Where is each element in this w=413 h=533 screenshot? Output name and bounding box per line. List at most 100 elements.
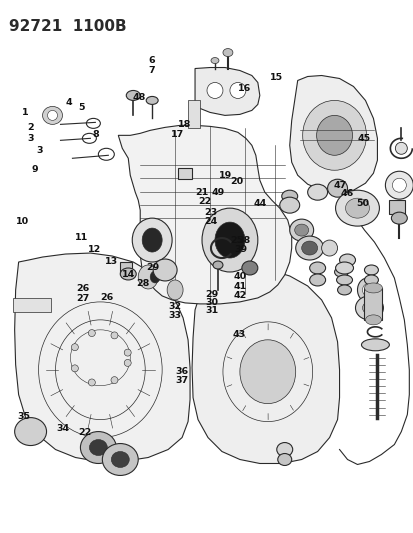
Text: 19: 19	[218, 171, 232, 180]
Circle shape	[392, 178, 405, 192]
Text: 21: 21	[195, 188, 208, 197]
Ellipse shape	[14, 417, 46, 446]
Ellipse shape	[327, 179, 347, 197]
Text: 13: 13	[104, 257, 118, 265]
Circle shape	[206, 83, 223, 99]
Ellipse shape	[239, 340, 295, 403]
Text: 14: 14	[122, 270, 135, 279]
Text: 25: 25	[230, 237, 243, 246]
Text: 44: 44	[254, 199, 267, 208]
Circle shape	[111, 377, 118, 384]
Circle shape	[124, 359, 131, 366]
Text: 32: 32	[168, 302, 181, 311]
Text: 26: 26	[76, 284, 89, 293]
Circle shape	[394, 142, 406, 154]
Ellipse shape	[355, 296, 382, 320]
Ellipse shape	[316, 116, 351, 155]
Ellipse shape	[111, 451, 129, 467]
Circle shape	[88, 329, 95, 336]
Text: 23: 23	[204, 208, 217, 217]
Ellipse shape	[289, 219, 313, 241]
Ellipse shape	[241, 261, 257, 275]
Ellipse shape	[89, 440, 107, 456]
Ellipse shape	[294, 224, 308, 236]
Text: 42: 42	[233, 291, 246, 300]
Polygon shape	[118, 125, 291, 304]
Text: 48: 48	[132, 93, 145, 102]
Text: 30: 30	[205, 298, 218, 307]
Bar	[120, 262, 132, 274]
Ellipse shape	[120, 268, 136, 280]
Ellipse shape	[212, 261, 223, 269]
Text: 3: 3	[37, 146, 43, 155]
Bar	[389, 200, 404, 214]
Ellipse shape	[335, 190, 378, 226]
Circle shape	[88, 379, 95, 386]
Text: 27: 27	[76, 294, 90, 303]
Text: 2: 2	[27, 123, 33, 132]
Ellipse shape	[277, 454, 291, 465]
Text: 3: 3	[27, 134, 33, 143]
Text: 1: 1	[22, 108, 28, 117]
Text: 20: 20	[230, 177, 243, 186]
Bar	[188, 100, 199, 128]
Ellipse shape	[281, 190, 297, 202]
Text: 40: 40	[233, 272, 246, 280]
Text: 22: 22	[78, 428, 92, 437]
Text: 22: 22	[198, 197, 211, 206]
Text: 39: 39	[234, 245, 247, 254]
Ellipse shape	[390, 212, 406, 224]
Ellipse shape	[361, 339, 389, 351]
Polygon shape	[192, 268, 339, 464]
Text: 7: 7	[147, 67, 154, 75]
Ellipse shape	[309, 262, 325, 274]
Ellipse shape	[365, 315, 380, 325]
Ellipse shape	[362, 284, 372, 296]
Text: 50: 50	[356, 199, 368, 208]
Ellipse shape	[302, 100, 366, 170]
Text: 18: 18	[177, 119, 190, 128]
Text: 43: 43	[232, 330, 245, 339]
Ellipse shape	[363, 283, 382, 293]
Text: 15: 15	[269, 73, 282, 82]
Ellipse shape	[80, 432, 116, 464]
Ellipse shape	[150, 271, 160, 283]
Ellipse shape	[307, 184, 327, 200]
Text: 49: 49	[211, 188, 225, 197]
Ellipse shape	[336, 275, 351, 285]
Ellipse shape	[202, 208, 257, 272]
Text: 47: 47	[332, 181, 346, 190]
Polygon shape	[289, 76, 377, 192]
Circle shape	[385, 171, 412, 199]
Text: 37: 37	[175, 376, 188, 385]
Bar	[178, 168, 192, 179]
Ellipse shape	[132, 218, 172, 262]
Bar	[13, 298, 50, 312]
Ellipse shape	[363, 265, 377, 275]
Ellipse shape	[47, 110, 57, 120]
Ellipse shape	[138, 265, 158, 289]
Circle shape	[111, 332, 118, 339]
Ellipse shape	[345, 198, 368, 218]
Text: 5: 5	[78, 102, 84, 111]
Ellipse shape	[167, 280, 183, 300]
Polygon shape	[14, 253, 190, 462]
Bar	[363, 288, 382, 320]
Ellipse shape	[363, 275, 377, 285]
Circle shape	[71, 365, 78, 372]
Ellipse shape	[276, 442, 292, 456]
Ellipse shape	[295, 236, 323, 260]
Circle shape	[229, 83, 245, 99]
Text: 12: 12	[88, 245, 101, 254]
Text: 41: 41	[233, 282, 246, 291]
Text: 45: 45	[356, 134, 370, 143]
Ellipse shape	[211, 58, 218, 63]
Ellipse shape	[362, 302, 375, 314]
Text: 35: 35	[17, 412, 30, 421]
Circle shape	[321, 240, 337, 256]
Text: 31: 31	[205, 305, 218, 314]
Ellipse shape	[357, 278, 377, 302]
Ellipse shape	[142, 228, 162, 252]
Text: 46: 46	[340, 189, 353, 198]
Text: 28: 28	[136, 279, 150, 288]
